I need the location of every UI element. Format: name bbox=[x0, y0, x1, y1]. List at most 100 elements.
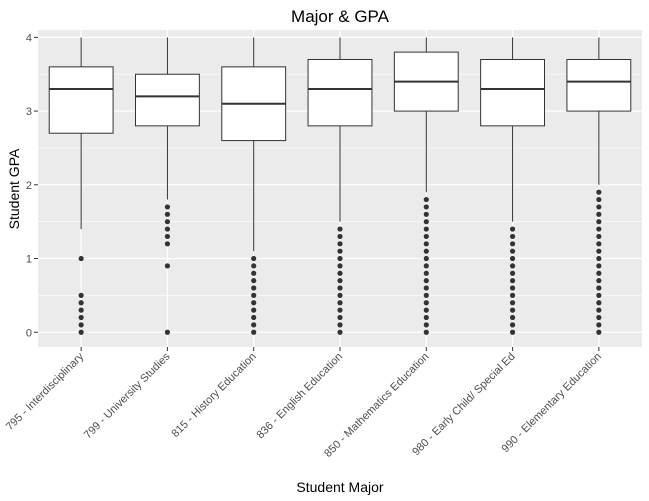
boxes-layer bbox=[48, 37, 632, 335]
outlier-point bbox=[251, 270, 257, 276]
outlier-point bbox=[596, 248, 602, 254]
outlier-point bbox=[423, 300, 429, 306]
x-tick-label: 795 - Interdisciplinary bbox=[4, 350, 87, 433]
outlier-point bbox=[509, 248, 516, 254]
outlier-point bbox=[423, 211, 429, 217]
outlier-point bbox=[251, 329, 257, 335]
outlier-point bbox=[423, 226, 429, 232]
outlier-point bbox=[337, 322, 343, 328]
outlier-point bbox=[337, 255, 343, 262]
outlier-point bbox=[337, 314, 343, 321]
outlier-point bbox=[337, 329, 343, 335]
x-tick-label: 980 - Early Child/ Special Ed bbox=[410, 351, 517, 458]
box-5 bbox=[393, 37, 459, 335]
box-2 bbox=[135, 37, 200, 335]
outlier-point bbox=[423, 241, 429, 247]
outlier-point bbox=[251, 314, 257, 321]
outlier-point bbox=[423, 233, 429, 240]
outlier-point bbox=[596, 241, 602, 247]
box-3 bbox=[221, 37, 287, 335]
y-tick-label: 4 bbox=[26, 32, 32, 44]
outlier-point bbox=[78, 314, 84, 321]
chart-title: Major & GPA bbox=[291, 7, 390, 26]
outlier-point bbox=[423, 285, 429, 291]
y-tick-label: 3 bbox=[26, 106, 32, 118]
outlier-point bbox=[509, 292, 516, 298]
box-7 bbox=[566, 37, 632, 335]
outlier-point bbox=[509, 307, 516, 313]
outlier-point bbox=[509, 314, 516, 321]
outlier-point bbox=[423, 219, 429, 225]
outlier-point bbox=[509, 233, 516, 240]
outlier-point bbox=[337, 285, 343, 291]
outlier-point bbox=[164, 241, 171, 247]
outlier-point bbox=[509, 241, 516, 247]
y-axis-title: Student GPA bbox=[6, 148, 22, 229]
outlier-point bbox=[78, 292, 84, 298]
outlier-point bbox=[596, 255, 602, 262]
outlier-point bbox=[164, 226, 171, 232]
outlier-point bbox=[251, 278, 257, 284]
box-iqr bbox=[135, 73, 200, 127]
outlier-point bbox=[337, 300, 343, 306]
outlier-point bbox=[423, 248, 429, 254]
outlier-point bbox=[509, 278, 516, 284]
box-iqr bbox=[480, 58, 545, 127]
box-1 bbox=[48, 37, 114, 335]
outlier-point bbox=[337, 248, 343, 254]
box-iqr bbox=[566, 58, 632, 112]
outlier-point bbox=[596, 314, 602, 321]
outlier-point bbox=[509, 322, 516, 328]
outlier-point bbox=[596, 189, 602, 195]
box-iqr bbox=[307, 58, 373, 127]
x-tick-label: 799 - University Studies bbox=[82, 350, 173, 441]
x-tick-label: 836 - English Education bbox=[254, 351, 345, 442]
outlier-point bbox=[596, 285, 602, 291]
outlier-point bbox=[337, 241, 343, 247]
y-tick-label: 0 bbox=[26, 327, 32, 339]
x-tick-label: 815 - History Education bbox=[169, 351, 258, 440]
outlier-point bbox=[423, 270, 429, 276]
outlier-point bbox=[423, 292, 429, 298]
outlier-point bbox=[78, 322, 84, 328]
outlier-point bbox=[423, 322, 429, 328]
outlier-point bbox=[337, 278, 343, 284]
outlier-point bbox=[423, 307, 429, 313]
outlier-point bbox=[78, 300, 84, 306]
outlier-point bbox=[596, 322, 602, 328]
outlier-point bbox=[596, 219, 602, 225]
outlier-point bbox=[423, 329, 429, 335]
outlier-point bbox=[337, 233, 343, 240]
outlier-point bbox=[251, 307, 257, 313]
outlier-point bbox=[164, 263, 171, 269]
outlier-point bbox=[78, 307, 84, 313]
outlier-point bbox=[596, 204, 602, 210]
outlier-point bbox=[78, 255, 84, 262]
outlier-point bbox=[596, 233, 602, 240]
outlier-point bbox=[337, 263, 343, 269]
outlier-point bbox=[423, 196, 429, 203]
outlier-point bbox=[596, 329, 602, 335]
outlier-point bbox=[251, 292, 257, 298]
outlier-point bbox=[164, 211, 171, 217]
outlier-point bbox=[596, 270, 602, 276]
outlier-point bbox=[509, 270, 516, 276]
outlier-point bbox=[337, 307, 343, 313]
y-tick-label: 1 bbox=[26, 254, 32, 266]
x-axis-title: Student Major bbox=[296, 479, 383, 495]
y-axis: 0 1 2 3 4 bbox=[26, 32, 38, 339]
outlier-point bbox=[596, 300, 602, 306]
outlier-point bbox=[509, 263, 516, 269]
outlier-point bbox=[509, 226, 516, 232]
outlier-point bbox=[509, 285, 516, 291]
outlier-point bbox=[251, 255, 257, 262]
outlier-point bbox=[596, 292, 602, 298]
outlier-point bbox=[251, 322, 257, 328]
box-6 bbox=[480, 37, 545, 335]
outlier-point bbox=[251, 300, 257, 306]
outlier-point bbox=[164, 233, 171, 240]
outlier-point bbox=[337, 292, 343, 298]
outlier-point bbox=[596, 307, 602, 313]
